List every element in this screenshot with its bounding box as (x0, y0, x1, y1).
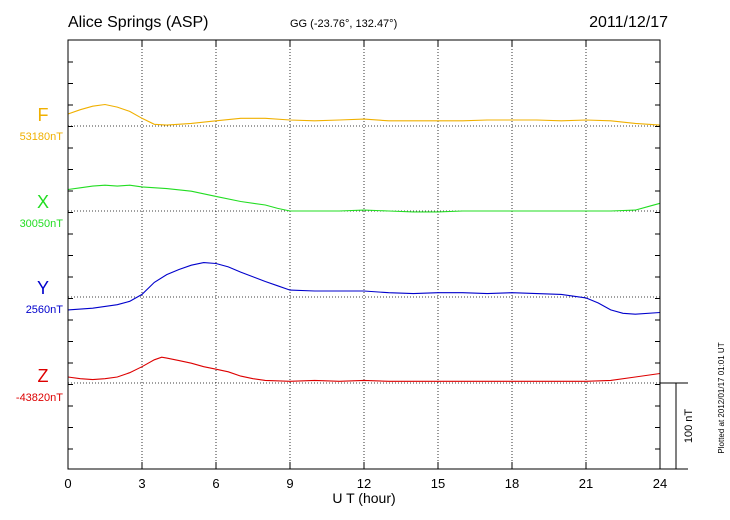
series-name-y: Y (37, 278, 49, 298)
station-title: Alice Springs (ASP) (68, 14, 209, 31)
baseline-label-f: 53180nT (20, 131, 64, 143)
baseline-label-y: 2560nT (26, 304, 64, 316)
plot-frame (67, 39, 661, 470)
series-line-z (67, 356, 661, 382)
x-tick-label: 24 (653, 476, 667, 491)
x-tick-label: 12 (357, 476, 371, 491)
series-line-y (67, 262, 661, 315)
series-line-f (67, 103, 661, 126)
scale-bar: 100 nT (660, 382, 695, 470)
x-tick-label: 0 (64, 476, 71, 491)
baseline-label-z: -43820nT (16, 392, 63, 404)
scale-bar-label: 100 nT (683, 409, 695, 444)
plotted-timestamp: Plotted at 2012/01/17 01:01 UT (717, 342, 726, 453)
x-tick-label: 6 (212, 476, 219, 491)
x-tick-label: 21 (579, 476, 593, 491)
series-name-z: Z (38, 366, 49, 386)
series-group (67, 103, 661, 382)
series-line-x (67, 184, 661, 213)
baseline-label-x: 30050nT (20, 218, 64, 230)
x-tick-label: 15 (431, 476, 445, 491)
plot-date: 2011/12/17 (589, 14, 668, 31)
baselines (68, 125, 660, 384)
series-name-x: X (37, 192, 49, 212)
station-coordinates: GG (-23.76°, 132.47°) (290, 18, 397, 30)
x-tick-label: 18 (505, 476, 519, 491)
x-tick-label: 3 (138, 476, 145, 491)
series-labels: F 53180nT X 30050nT Y 2560nT Z -43820nT (16, 105, 63, 404)
grid-lines (141, 40, 587, 469)
x-axis-ticks: 0 3 6 9 12 15 18 21 24 (64, 40, 667, 491)
x-axis-label: U T (hour) (332, 490, 395, 506)
x-tick-label: 9 (286, 476, 293, 491)
series-name-f: F (38, 105, 49, 125)
